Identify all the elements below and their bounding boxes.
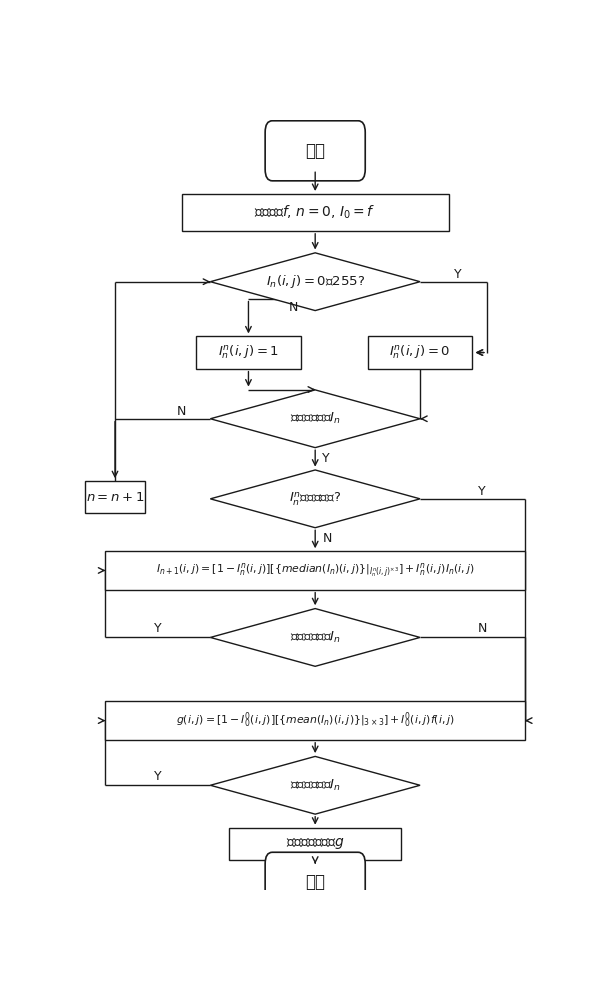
FancyBboxPatch shape <box>196 336 301 369</box>
Text: 是否遍历图像$I_n$: 是否遍历图像$I_n$ <box>290 778 341 793</box>
Polygon shape <box>210 470 420 528</box>
Polygon shape <box>210 756 420 814</box>
Text: Y: Y <box>154 622 162 635</box>
Text: $I_n(i,j)=0$或$255$?: $I_n(i,j)=0$或$255$? <box>266 273 365 290</box>
FancyBboxPatch shape <box>265 121 365 181</box>
Text: $I_{n+1}(i,j)=[1-I_n^n(i,j)][\{median(I_n)(i,j)\}|_{I_n^n(i,j)^{\times3}}]+I_n^n: $I_{n+1}(i,j)=[1-I_n^n(i,j)][\{median(I_… <box>156 562 475 579</box>
Text: $I_n^n(i,j)=0$: $I_n^n(i,j)=0$ <box>389 344 451 361</box>
FancyBboxPatch shape <box>368 336 472 369</box>
Text: N: N <box>322 532 331 545</box>
Text: Y: Y <box>154 770 162 783</box>
Text: Y: Y <box>478 485 486 498</box>
FancyBboxPatch shape <box>106 551 525 590</box>
Text: $I_n^n$是单位矩阵?: $I_n^n$是单位矩阵? <box>289 490 341 508</box>
Text: 是否遍历图像$I_n$: 是否遍历图像$I_n$ <box>290 630 341 645</box>
Text: 输出滤波后图像$g$: 输出滤波后图像$g$ <box>285 836 345 851</box>
FancyBboxPatch shape <box>229 828 401 860</box>
Polygon shape <box>210 609 420 666</box>
FancyBboxPatch shape <box>182 194 449 231</box>
Text: N: N <box>289 301 298 314</box>
Text: Y: Y <box>454 267 462 280</box>
FancyBboxPatch shape <box>85 481 145 513</box>
FancyBboxPatch shape <box>265 852 365 912</box>
Text: $n=n+1$: $n=n+1$ <box>85 491 145 504</box>
Text: N: N <box>177 405 186 418</box>
FancyBboxPatch shape <box>106 701 525 740</box>
Text: 开始: 开始 <box>305 142 325 160</box>
Text: 结束: 结束 <box>305 873 325 891</box>
Text: 是否遍历图像$I_n$: 是否遍历图像$I_n$ <box>290 411 341 426</box>
Text: 输入图像$f$, $n=0$, $I_0=f$: 输入图像$f$, $n=0$, $I_0=f$ <box>255 204 376 221</box>
Polygon shape <box>210 390 420 448</box>
Text: Y: Y <box>322 452 330 465</box>
Text: N: N <box>477 622 486 635</box>
Text: $g(i,j)=[1-I_0^0(i,j)][\{mean(I_n)(i,j)\}|_{3\times3}]+I_0^0(i,j)f(i,j)$: $g(i,j)=[1-I_0^0(i,j)][\{mean(I_n)(i,j)\… <box>176 711 454 730</box>
Polygon shape <box>210 253 420 311</box>
Text: $I_n^n(i,j)=1$: $I_n^n(i,j)=1$ <box>218 344 279 361</box>
